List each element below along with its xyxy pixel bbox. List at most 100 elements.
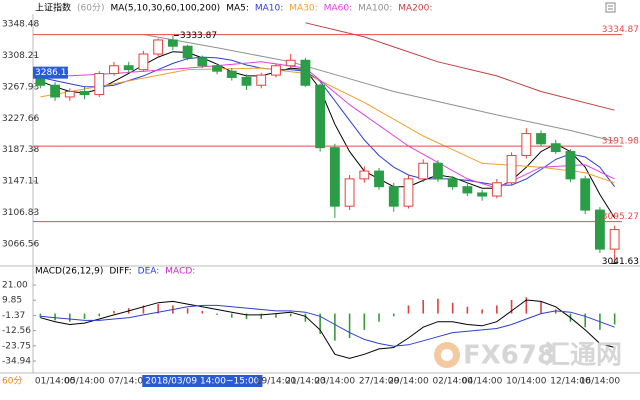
watermark: FX678 汇通网 bbox=[434, 341, 622, 371]
candle-body bbox=[94, 73, 105, 96]
legend-label: MA10: bbox=[255, 4, 283, 14]
x-tick-label: 19/14:00 bbox=[256, 377, 297, 387]
watermark-logo-inner bbox=[441, 349, 453, 361]
candle-body bbox=[609, 229, 620, 250]
candle-body bbox=[447, 178, 458, 188]
watermark-name: 汇通网 bbox=[544, 341, 622, 371]
ma-line bbox=[40, 67, 615, 184]
candle-body bbox=[241, 76, 252, 86]
y-tick-label: -34.94 bbox=[2, 357, 31, 367]
x-tick-label: 27/14:00 bbox=[359, 377, 400, 387]
candle-body bbox=[153, 39, 164, 55]
legend-label: DEA: bbox=[138, 267, 160, 277]
candle-body bbox=[491, 182, 502, 197]
candle-body bbox=[506, 154, 517, 184]
candle-body bbox=[536, 133, 546, 145]
legend-label: (60分) bbox=[77, 3, 104, 14]
legend-label: MA5: bbox=[226, 4, 249, 14]
macd-line bbox=[40, 299, 615, 359]
candle-body bbox=[315, 84, 326, 149]
x-tick-label: 01/14:00 bbox=[35, 377, 76, 387]
crosshair-x-box bbox=[142, 375, 263, 387]
candle-body bbox=[374, 170, 384, 188]
watermark-brand: FX678 bbox=[463, 341, 555, 371]
candle-body bbox=[123, 65, 134, 71]
y-tick-label: 3106.83 bbox=[2, 208, 39, 218]
candle-body bbox=[197, 57, 208, 67]
x-tick-label: 16/14:00 bbox=[580, 377, 621, 387]
candle-body bbox=[79, 90, 90, 96]
candle-body bbox=[64, 90, 75, 98]
legend-label: DIFF: bbox=[109, 267, 131, 277]
price-level-label: 3334.87 bbox=[602, 25, 639, 35]
legend-label: MACD(26,12,9) bbox=[35, 267, 103, 277]
x-tick-label: 07/14:00 bbox=[109, 377, 150, 387]
price-level-label: 3191.98 bbox=[602, 137, 639, 147]
ma-line bbox=[143, 34, 615, 142]
crosshair-value: 3286.13 bbox=[35, 68, 72, 78]
ma-line bbox=[40, 61, 615, 189]
y-tick-label: 3066.56 bbox=[2, 239, 39, 249]
candle-body bbox=[50, 84, 61, 98]
legend-label: MA200: bbox=[398, 4, 432, 14]
candle-body bbox=[359, 170, 370, 180]
y-tick-label: 3187.38 bbox=[2, 145, 39, 155]
candle-body bbox=[271, 65, 281, 76]
legend-label: 上证指数 bbox=[35, 2, 71, 14]
candle-body bbox=[344, 178, 355, 207]
candle-body bbox=[565, 151, 576, 180]
candle-body bbox=[138, 53, 149, 71]
candle-body bbox=[433, 162, 443, 180]
x-tick-label: 10/14:00 bbox=[506, 377, 547, 387]
y-tick-label: 21.00 bbox=[2, 281, 28, 291]
x-tick-label: 12/14:00 bbox=[550, 377, 591, 387]
candle-body bbox=[462, 186, 473, 194]
x-tick-label-highlighted: 2018/03/09 14:00~15:00 bbox=[145, 377, 259, 387]
candle-body bbox=[521, 133, 532, 156]
candle-body bbox=[580, 178, 591, 211]
candle-body bbox=[300, 59, 311, 86]
candle-body bbox=[109, 65, 119, 75]
candle-body bbox=[329, 147, 340, 207]
y-tick-label: -23.75 bbox=[2, 341, 31, 351]
candle-body bbox=[285, 59, 296, 67]
y-tick-label: 3227.66 bbox=[2, 114, 39, 124]
legend-label: MA60: bbox=[324, 4, 352, 14]
candle-body bbox=[167, 39, 178, 47]
high-marker-label: 3333.87 bbox=[180, 31, 217, 41]
y-tick-label: 3147.11 bbox=[2, 177, 39, 187]
x-tick-label: 02/14:00 bbox=[432, 377, 473, 387]
y-tick-label: 3308.21 bbox=[2, 51, 39, 61]
crosshair-value-box bbox=[33, 66, 68, 79]
x-tick-label: 05/14:00 bbox=[64, 377, 105, 387]
y-tick-label: 9.85 bbox=[2, 296, 22, 306]
legend-label: MA30: bbox=[289, 4, 317, 14]
candle-body bbox=[182, 45, 193, 59]
y-tick-label: -12.56 bbox=[2, 326, 31, 336]
candle-body bbox=[594, 209, 605, 250]
x-tick-label: 23/14:00 bbox=[315, 377, 356, 387]
candle-body bbox=[256, 74, 267, 86]
candle-body bbox=[477, 192, 488, 197]
candle-body bbox=[418, 162, 429, 180]
legend-label: MACD: bbox=[165, 267, 195, 277]
candle-body bbox=[388, 186, 399, 207]
period-label: 60分 bbox=[2, 376, 22, 387]
x-tick-label: 04/14:00 bbox=[462, 377, 503, 387]
candle-body bbox=[212, 65, 222, 72]
candle-body bbox=[550, 143, 561, 153]
x-tick-label: 21/14:00 bbox=[285, 377, 326, 387]
candle-body bbox=[226, 70, 237, 78]
macd-line bbox=[40, 304, 615, 347]
x-tick-label: 29/14:00 bbox=[388, 377, 429, 387]
price-level-label: 3095.27 bbox=[602, 212, 639, 222]
legend-label: MA(5,10,30,60,100,200) bbox=[111, 4, 221, 14]
ma-line bbox=[40, 51, 616, 219]
y-tick-label: 3267.93 bbox=[2, 82, 39, 92]
low-marker-label: 3041.63 bbox=[602, 257, 639, 267]
settings-icon[interactable] bbox=[605, 2, 616, 13]
candle-body bbox=[403, 178, 414, 207]
legend-label: MA100: bbox=[358, 4, 392, 14]
